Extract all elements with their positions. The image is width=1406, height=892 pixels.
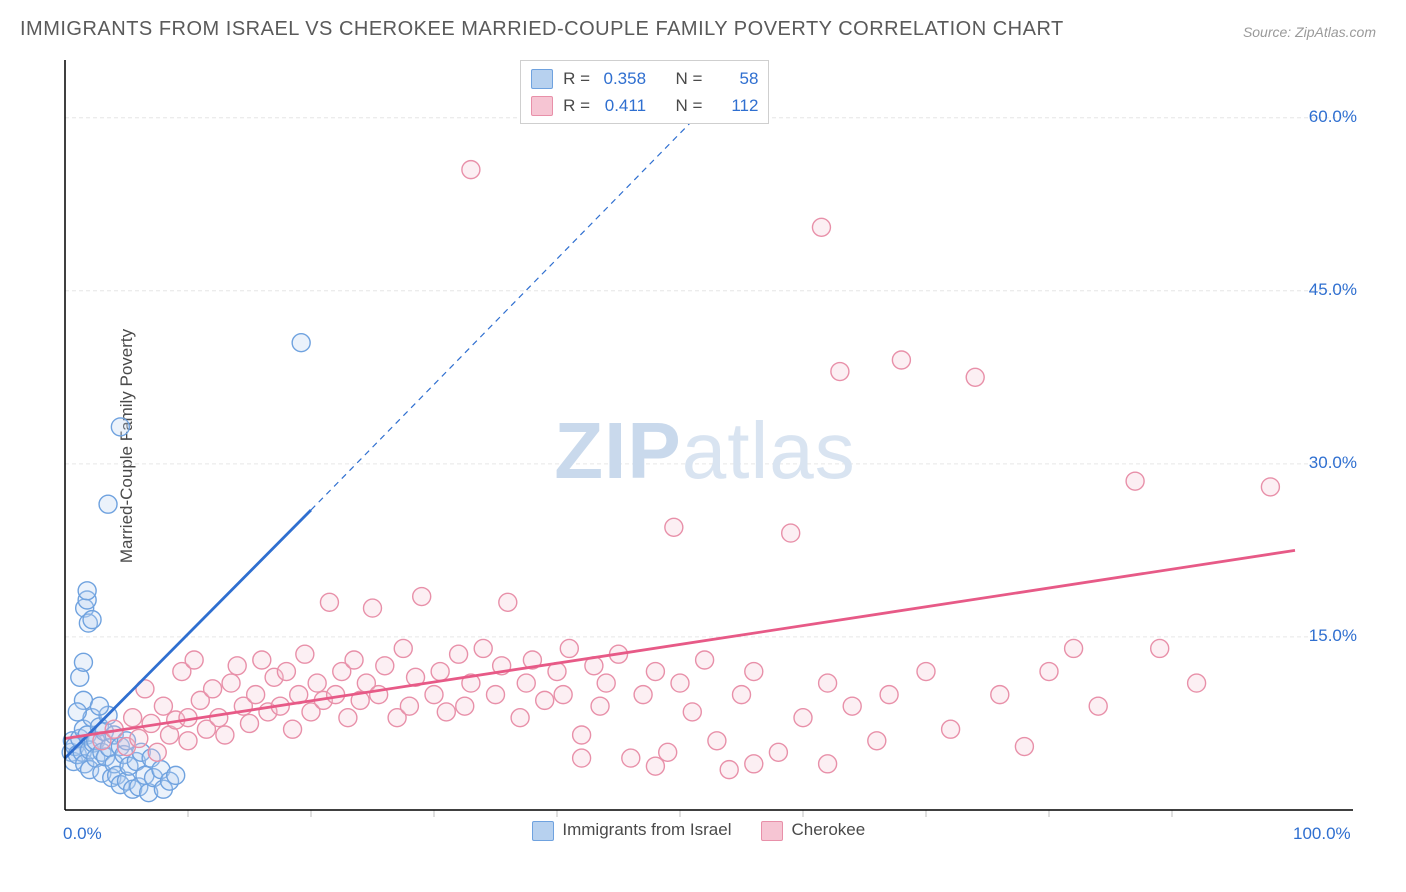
stats-r-value: 0.411: [600, 92, 646, 119]
y-tick-label: 45.0%: [1297, 280, 1357, 300]
legend-label: Cherokee: [791, 820, 865, 839]
stats-swatch: [531, 69, 553, 89]
legend-bottom: Immigrants from Israel Cherokee: [532, 820, 865, 841]
stats-r-label: R =: [563, 65, 590, 92]
legend-item: Cherokee: [761, 820, 865, 841]
source-label: Source: ZipAtlas.com: [1243, 24, 1376, 40]
legend-swatch: [532, 821, 554, 841]
chart-title: IMMIGRANTS FROM ISRAEL VS CHEROKEE MARRI…: [20, 18, 1064, 41]
stats-n-label: N =: [675, 65, 702, 92]
stats-row: R = 0.358 N = 58: [531, 65, 758, 92]
y-tick-label: 15.0%: [1297, 626, 1357, 646]
stats-n-value: 112: [712, 92, 758, 119]
legend-swatch: [761, 821, 783, 841]
x-axis-max-label: 100.0%: [1293, 824, 1351, 844]
stats-row: R = 0.411 N = 112: [531, 92, 758, 119]
plot-area: ZIPatlas R =0.358 N =58R =0.411 N =112: [55, 56, 1355, 846]
legend-item: Immigrants from Israel: [532, 820, 731, 841]
legend-label: Immigrants from Israel: [562, 820, 731, 839]
stats-swatch: [531, 96, 553, 116]
stats-legend-box: R = 0.358 N = 58 R = 0.411 N = 112: [520, 60, 769, 124]
stats-n-label: N =: [675, 92, 702, 119]
stats-n-value: 58: [712, 65, 758, 92]
y-tick-label: 30.0%: [1297, 453, 1357, 473]
stats-r-value: 0.358: [600, 65, 646, 92]
scatter-chart: [55, 56, 1355, 846]
y-tick-label: 60.0%: [1297, 107, 1357, 127]
x-axis-origin-label: 0.0%: [63, 824, 102, 844]
stats-r-label: R =: [563, 92, 590, 119]
